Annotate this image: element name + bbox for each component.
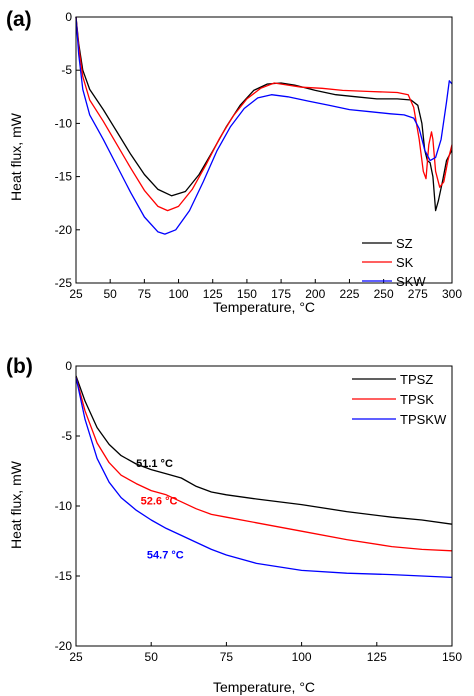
y-tick-label: -15 [55,569,73,583]
x-tick-label: 150 [237,287,257,301]
panel-b-y-axis-title: Heat flux, mW [8,460,24,549]
legend-label-tpsz: TPSZ [400,372,433,387]
y-tick-label: -10 [55,499,73,513]
panel-b-x-axis-title: Temperature, °C [213,679,315,695]
x-tick-label: 250 [374,287,394,301]
series-line-skw [75,16,453,235]
series-line-sz [75,16,453,212]
series-line-sk [75,16,453,212]
transition-temperature-label: 52.6 °C [141,496,178,508]
x-tick-label: 300 [442,287,462,301]
panel-a-y-axis-title: Heat flux, mW [8,112,24,201]
x-tick-label: 100 [169,287,189,301]
legend-label-sk: SK [396,255,414,270]
y-tick-label: -20 [55,223,73,237]
panel-b-legend: TPSZ TPSK TPSKW [352,372,447,427]
series-line-tpsk [75,377,453,552]
panel-b-label: (b) [6,355,33,378]
x-tick-label: 50 [145,650,159,664]
series-line-tpsz [75,375,453,525]
x-tick-label: 25 [69,287,83,301]
y-tick-label: -10 [55,116,73,130]
x-tick-label: 125 [203,287,223,301]
transition-temperature-label: 54.7 °C [147,550,184,562]
x-tick-label: 50 [104,287,118,301]
x-tick-label: 225 [339,287,359,301]
y-tick-label: -20 [55,639,73,653]
y-tick-label: 0 [65,359,72,373]
panel-a-chart: (a) 25 50 75 100 125 150 175 200 225 250 275 300 0 -5… [6,8,462,315]
x-tick-label: 100 [292,650,312,664]
panel-a-legend: SZ SK SKW [362,236,426,289]
series-line-tpskw [75,377,453,579]
x-tick-label: 25 [69,650,83,664]
legend-label-tpsk: TPSK [400,392,434,407]
panel-a-plot-frame [75,16,453,284]
x-tick-label: 275 [408,287,428,301]
x-tick-label: 175 [271,287,291,301]
x-tick-label: 125 [367,650,387,664]
legend-label-sz: SZ [396,236,413,251]
y-tick-label: -5 [61,429,72,443]
panel-b-chart: (b) 25 50 75 100 125 150 0 -5 -10 -15 -20 51.1 °C 5… [6,355,462,695]
legend-label-tpskw: TPSKW [400,412,447,427]
x-tick-label: 150 [442,650,462,664]
transition-temperature-label: 51.1 °C [136,458,173,470]
y-tick-label: -25 [55,276,73,290]
y-tick-label: 0 [65,10,72,24]
legend-label-skw: SKW [396,274,426,289]
x-tick-label: 200 [305,287,325,301]
panel-a-x-axis-title: Temperature, °C [213,299,315,315]
x-tick-label: 75 [220,650,234,664]
x-tick-label: 75 [138,287,152,301]
y-tick-label: -15 [55,170,73,184]
panel-a-label: (a) [6,8,32,31]
y-tick-label: -5 [61,63,72,77]
panel-b-plot-frame [75,365,453,647]
